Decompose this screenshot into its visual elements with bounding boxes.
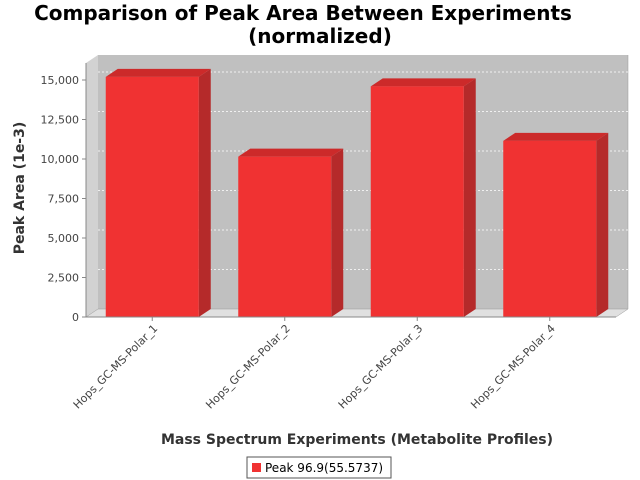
y-tick-label: 7,500 <box>48 193 80 206</box>
plot-back-wall <box>98 55 628 309</box>
plot-left-wall <box>86 55 98 317</box>
legend-label: Peak 96.9(55.5737) <box>265 461 383 475</box>
y-tick-label: 0 <box>72 311 79 324</box>
legend-box <box>246 456 392 479</box>
x-axis-title: Mass Spectrum Experiments (Metabolite Pr… <box>161 432 553 448</box>
y-tick-label: 10,000 <box>41 153 80 166</box>
bar-4 <box>503 132 609 317</box>
bar-front-face <box>238 156 332 317</box>
bar-side-face <box>596 132 609 317</box>
x-axis-ticks: Hops_GC-MS-Polar_1 Hops_GC-MS-Polar_2 Hops… <box>71 317 558 411</box>
x-tick-label: Hops_GC-MS-Polar_3 <box>336 322 426 412</box>
bar-1 <box>105 68 211 317</box>
y-tick-label: 12,500 <box>41 114 80 127</box>
bar-top-face <box>370 78 476 87</box>
y-axis-ticks: 0 2,500 5,000 7,500 10,000 12,500 15,000 <box>41 74 86 324</box>
bar-top-face <box>503 132 609 141</box>
y-tick-label: 2,500 <box>48 272 80 285</box>
bar-top-face <box>238 148 344 157</box>
legend: Peak 96.9(55.5737) <box>246 456 392 479</box>
bar-2 <box>238 148 344 317</box>
legend-swatch <box>252 463 261 472</box>
bar-3 <box>370 78 476 317</box>
chart-title-line-1: Comparison of Peak Area Between Experime… <box>34 1 572 25</box>
y-tick-label: 15,000 <box>41 74 80 87</box>
chart-title-line-2: (normalized) <box>248 24 392 48</box>
bar-side-face <box>198 68 211 317</box>
bar-side-face <box>463 78 476 317</box>
x-tick-label: Hops_GC-MS-Polar_1 <box>71 322 161 412</box>
x-tick-label: Hops_GC-MS-Polar_4 <box>468 322 558 412</box>
y-axis-title: Peak Area (1e-3) <box>12 122 28 255</box>
bars <box>105 68 609 317</box>
bar-front-face <box>370 86 464 317</box>
bar-front-face <box>503 140 597 317</box>
x-tick-label: Hops_GC-MS-Polar_2 <box>203 322 293 412</box>
bar-top-face <box>105 68 211 77</box>
y-tick-label: 5,000 <box>48 232 80 245</box>
bar-front-face <box>105 76 199 317</box>
bar-side-face <box>331 148 344 317</box>
